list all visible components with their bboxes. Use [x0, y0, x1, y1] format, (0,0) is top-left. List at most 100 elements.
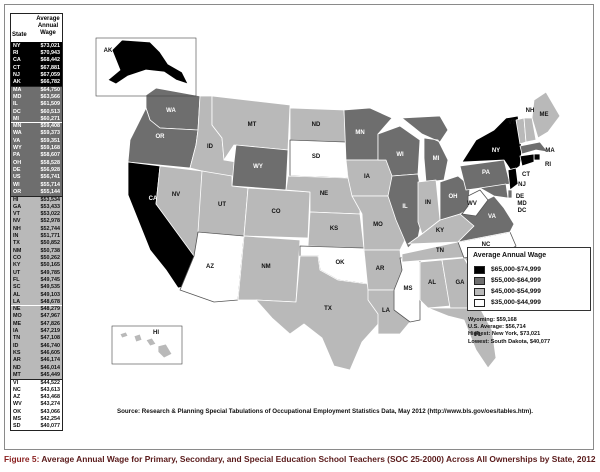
state-label-az: AZ [206, 264, 214, 270]
table-row: NV $52,978 [11, 217, 63, 225]
summary-stats: Wyoming: $59,168 U.S. Average: $56,714 H… [468, 317, 588, 346]
table-cell-wage: $60,271 [40, 115, 61, 122]
state-label-nd: ND [312, 122, 321, 128]
state-ri [533, 153, 541, 161]
table-row: TN $47,108 [11, 334, 63, 343]
table-cell-state: TN [13, 335, 21, 342]
table-cell-state: AL [13, 291, 21, 298]
state-de [507, 189, 513, 199]
table-row: PA $58,607 [11, 151, 63, 160]
table-cell-wage: $43,066 [40, 408, 61, 415]
table-cell-state: VT [13, 211, 20, 217]
table-cell-state: UT [13, 269, 21, 276]
state-label-ks: KS [330, 226, 338, 232]
table-row: IA $47,219 [11, 327, 63, 335]
table-row: MS $42,254 [11, 415, 63, 423]
table-cell-state: WY [13, 145, 22, 152]
table-cell-state: OH [13, 159, 22, 166]
state-ma [519, 141, 549, 155]
state-label-ms: MS [404, 286, 413, 292]
state-label-pa: PA [482, 170, 491, 176]
table-row: MO $47,967 [11, 312, 63, 321]
table-cell-state: CO [13, 254, 22, 261]
table-cell-wage: $43,274 [40, 401, 61, 408]
state-label-ma: MA [545, 148, 555, 154]
table-cell-wage: $66,782 [40, 79, 61, 86]
state-fl [427, 307, 497, 369]
table-row: IL $61,509 [11, 100, 63, 108]
table-row: AR $46,174 [11, 356, 63, 365]
table-cell-wage: $50,852 [40, 240, 61, 247]
legend-item: $65,000-$74,999 [474, 265, 541, 274]
state-ak [107, 39, 189, 85]
table-cell-wage: $58,607 [40, 152, 61, 159]
table-cell-wage: $47,219 [40, 328, 61, 335]
state-label-wi: WI [396, 152, 404, 158]
table-cell-state: NE [13, 306, 21, 313]
table-cell-wage: $59,373 [40, 130, 61, 137]
table-cell-wage: $49,745 [40, 276, 61, 283]
table-cell-state: MD [13, 93, 22, 100]
table-row: LA $48,678 [11, 298, 63, 306]
state-label-mt: MT [248, 122, 257, 128]
table-cell-state: TX [13, 240, 20, 247]
table-row: WA $59,373 [11, 129, 63, 138]
table-cell-state: IA [13, 328, 19, 335]
legend-title: Average Annual Wage [473, 252, 547, 259]
table-cell-wage: $59,168 [40, 145, 61, 152]
table-row: WI $55,714 [11, 181, 63, 189]
state-label-ia: IA [364, 174, 371, 180]
state-label-wa: WA [166, 108, 176, 114]
table-cell-state: ID [13, 342, 19, 349]
table-cell-wage: $59,351 [40, 137, 61, 144]
caption-figure-number: Figure 5: [4, 454, 40, 464]
table-cell-state: KS [13, 350, 21, 357]
state-label-nh: NH [526, 108, 535, 114]
table-cell-state: AR [13, 357, 21, 364]
state-nj [507, 167, 519, 191]
table-row: VA $59,351 [11, 137, 63, 145]
table-row: NY $73,021 [11, 42, 63, 50]
state-label-la: LA [382, 308, 391, 314]
table-cell-state: IL [13, 101, 18, 108]
table-cell-state: MN [13, 123, 22, 130]
table-cell-wage: $53,022 [40, 211, 61, 217]
table-row: NJ $67,059 [11, 71, 63, 79]
table-cell-state: KY [13, 262, 21, 269]
table-cell-state: MA [13, 87, 22, 94]
table-row: MI $60,271 [11, 115, 63, 123]
table-cell-wage: $46,014 [40, 364, 61, 371]
figure-caption: Figure 5: Average Annual Wage for Primar… [4, 454, 598, 464]
table-cell-wage: $60,513 [40, 108, 61, 115]
state-al [419, 259, 451, 309]
table-cell-wage: $64,750 [40, 87, 61, 94]
table-cell-state: CA [13, 57, 21, 64]
table-cell-wage: $47,108 [40, 335, 61, 342]
table-cell-state: MI [13, 115, 19, 122]
table-cell-state: AZ [13, 394, 21, 400]
legend-label: $45,000-$54,999 [491, 288, 541, 295]
state-label-mi: MI [433, 156, 440, 162]
state-hi [119, 331, 173, 359]
table-cell-wage: $58,528 [40, 159, 61, 166]
table-cell-wage: $45,449 [40, 372, 61, 379]
table-cell-wage: $49,535 [40, 284, 61, 291]
state-label-wv: WV [467, 201, 477, 207]
table-row: FL $49,745 [11, 276, 63, 284]
table-row: IN $51,771 [11, 232, 63, 240]
table-row: WY $59,168 [11, 144, 63, 152]
table-row: CT $67,881 [11, 63, 63, 72]
table-cell-wage: $53,433 [40, 203, 61, 210]
state-label-wy: WY [253, 164, 263, 170]
table-row: MA $64,750 [11, 85, 63, 94]
table-row: RI $70,943 [11, 49, 63, 57]
table-row: DC $60,513 [11, 107, 63, 116]
state-label-dc: DC [518, 208, 527, 214]
table-cell-state: PA [13, 152, 21, 159]
table-row: ID $46,740 [11, 342, 63, 350]
legend-label: $35,000-$44,999 [491, 299, 541, 306]
table-row: WV $43,274 [11, 400, 63, 408]
table-cell-wage: $40,077 [40, 423, 61, 430]
table-row: CA $68,442 [11, 56, 63, 64]
table-cell-state: OR [13, 189, 22, 196]
